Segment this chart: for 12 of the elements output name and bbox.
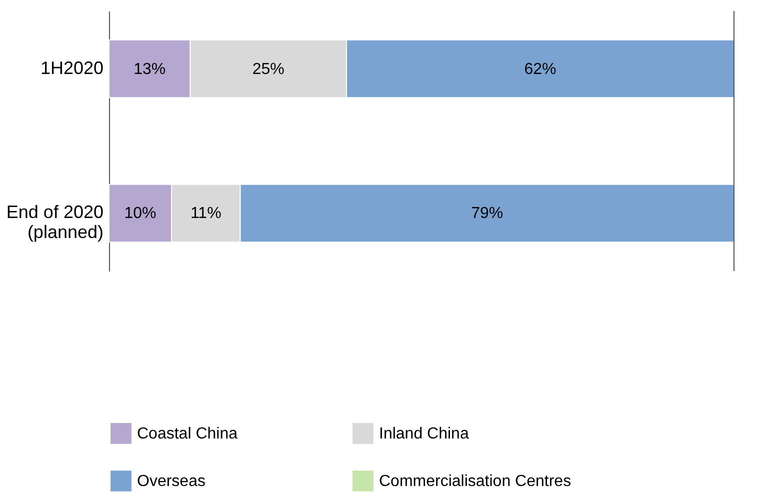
data-label: 79% (471, 205, 504, 222)
data-label: 25% (252, 60, 284, 78)
data-label: 10% (124, 205, 156, 222)
legend-label: Commercialisation Centres (379, 473, 572, 490)
data-label: 62% (524, 60, 556, 78)
y-tick-label: End of 2020 (planned) (6, 202, 104, 242)
data-label: 13% (134, 60, 166, 78)
y-tick-label: 1H2020 (40, 58, 104, 78)
legend-label: Inland China (379, 425, 469, 442)
legend-label: Overseas (137, 473, 206, 490)
data-label: 11% (190, 205, 222, 222)
legend-label: Coastal China (137, 425, 238, 442)
